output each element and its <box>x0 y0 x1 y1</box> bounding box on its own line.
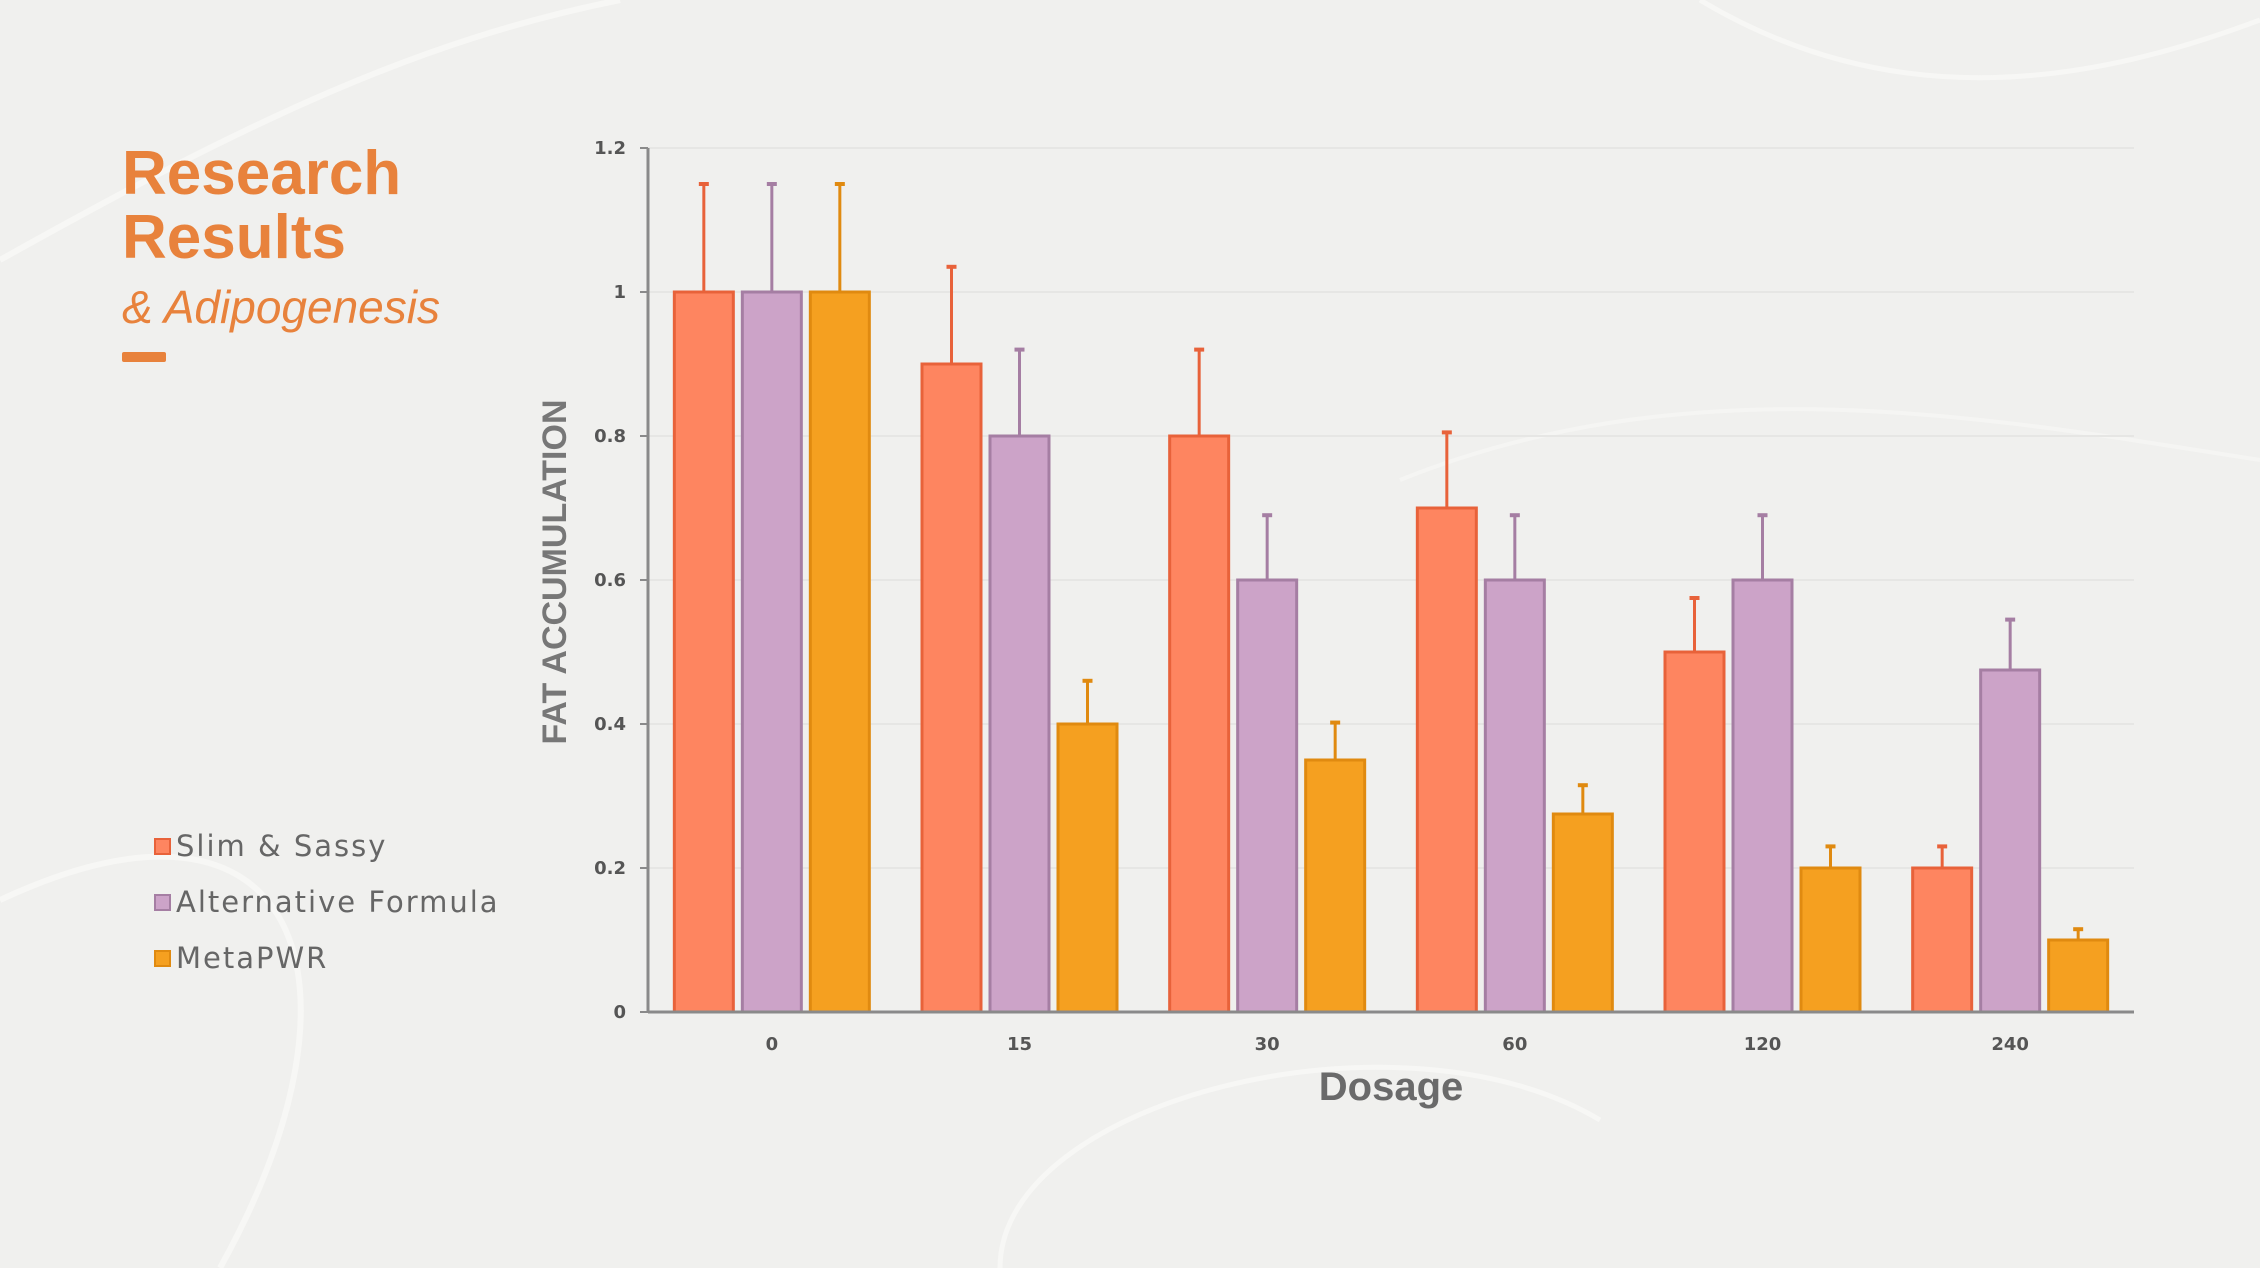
y-tick-label: 0 <box>613 1002 626 1023</box>
y-tick-label: 1 <box>613 282 626 303</box>
bar-metapwr <box>1799 866 1862 1014</box>
bar-alternative-formula <box>1979 668 2042 1014</box>
x-tick-label: 240 <box>1991 1034 2029 1055</box>
bar-metapwr <box>1551 812 1614 1014</box>
bar-alternative-formula <box>1483 578 1546 1014</box>
title-block: Research Results & Adipogenesis <box>122 142 440 362</box>
legend-swatch-alternative-formula <box>154 893 171 911</box>
y-tick-label: 0.4 <box>594 714 626 735</box>
y-tick-label: 1.2 <box>594 138 626 159</box>
legend-label: Slim & Sassy <box>176 829 388 863</box>
x-tick-label: 60 <box>1502 1034 1527 1055</box>
legend-label: Alternative Formula <box>176 885 500 919</box>
bar-alternative-formula <box>988 434 1051 1014</box>
bar-metapwr <box>1304 758 1367 1014</box>
bar-layer <box>672 182 2110 1014</box>
x-tick-label: 0 <box>766 1034 779 1055</box>
bar-alternative-formula <box>1731 578 1794 1014</box>
bar-slim-sassy <box>1911 866 1974 1014</box>
bar-metapwr <box>2047 938 2110 1014</box>
legend-swatch-metapwr <box>154 949 171 967</box>
legend-item-alternative-formula: Alternative Formula <box>154 874 500 930</box>
y-tick-label: 0.6 <box>594 570 626 591</box>
bar-metapwr <box>808 290 871 1014</box>
y-tick-label: 0.2 <box>594 858 626 879</box>
bar-slim-sassy <box>1415 506 1478 1014</box>
page-subtitle: & Adipogenesis <box>122 281 440 333</box>
x-axis-label: Dosage <box>1319 1065 1464 1109</box>
legend-item-metapwr: MetaPWR <box>154 930 500 986</box>
y-tick-label: 0.8 <box>594 426 626 447</box>
chart-legend: Slim & Sassy Alternative Formula MetaPWR <box>154 818 500 986</box>
page-title-line2: Results <box>122 203 346 272</box>
legend-label: MetaPWR <box>176 941 329 975</box>
x-tick-label: 30 <box>1255 1034 1280 1055</box>
bar-alternative-formula <box>1236 578 1299 1014</box>
x-tick-label: 15 <box>1007 1034 1032 1055</box>
bar-slim-sassy <box>1663 650 1726 1014</box>
page-title-line1: Research <box>122 139 402 208</box>
bar-slim-sassy <box>920 362 983 1014</box>
legend-item-slim-sassy: Slim & Sassy <box>154 818 500 874</box>
legend-swatch-slim-sassy <box>154 837 171 855</box>
bar-metapwr <box>1056 722 1119 1014</box>
bar-slim-sassy <box>1168 434 1231 1014</box>
x-tick-label: 120 <box>1744 1034 1782 1055</box>
title-underline <box>122 352 166 362</box>
axis-layer: 0 0.2 0.4 0.6 0.8 1 1.2 0 15 30 60 120 240 <box>594 138 2134 1055</box>
grid-layer <box>648 147 2134 869</box>
y-axis-label: FAT ACCUMULATION <box>536 400 574 745</box>
bar-alternative-formula <box>740 290 803 1014</box>
bar-slim-sassy <box>672 290 735 1014</box>
